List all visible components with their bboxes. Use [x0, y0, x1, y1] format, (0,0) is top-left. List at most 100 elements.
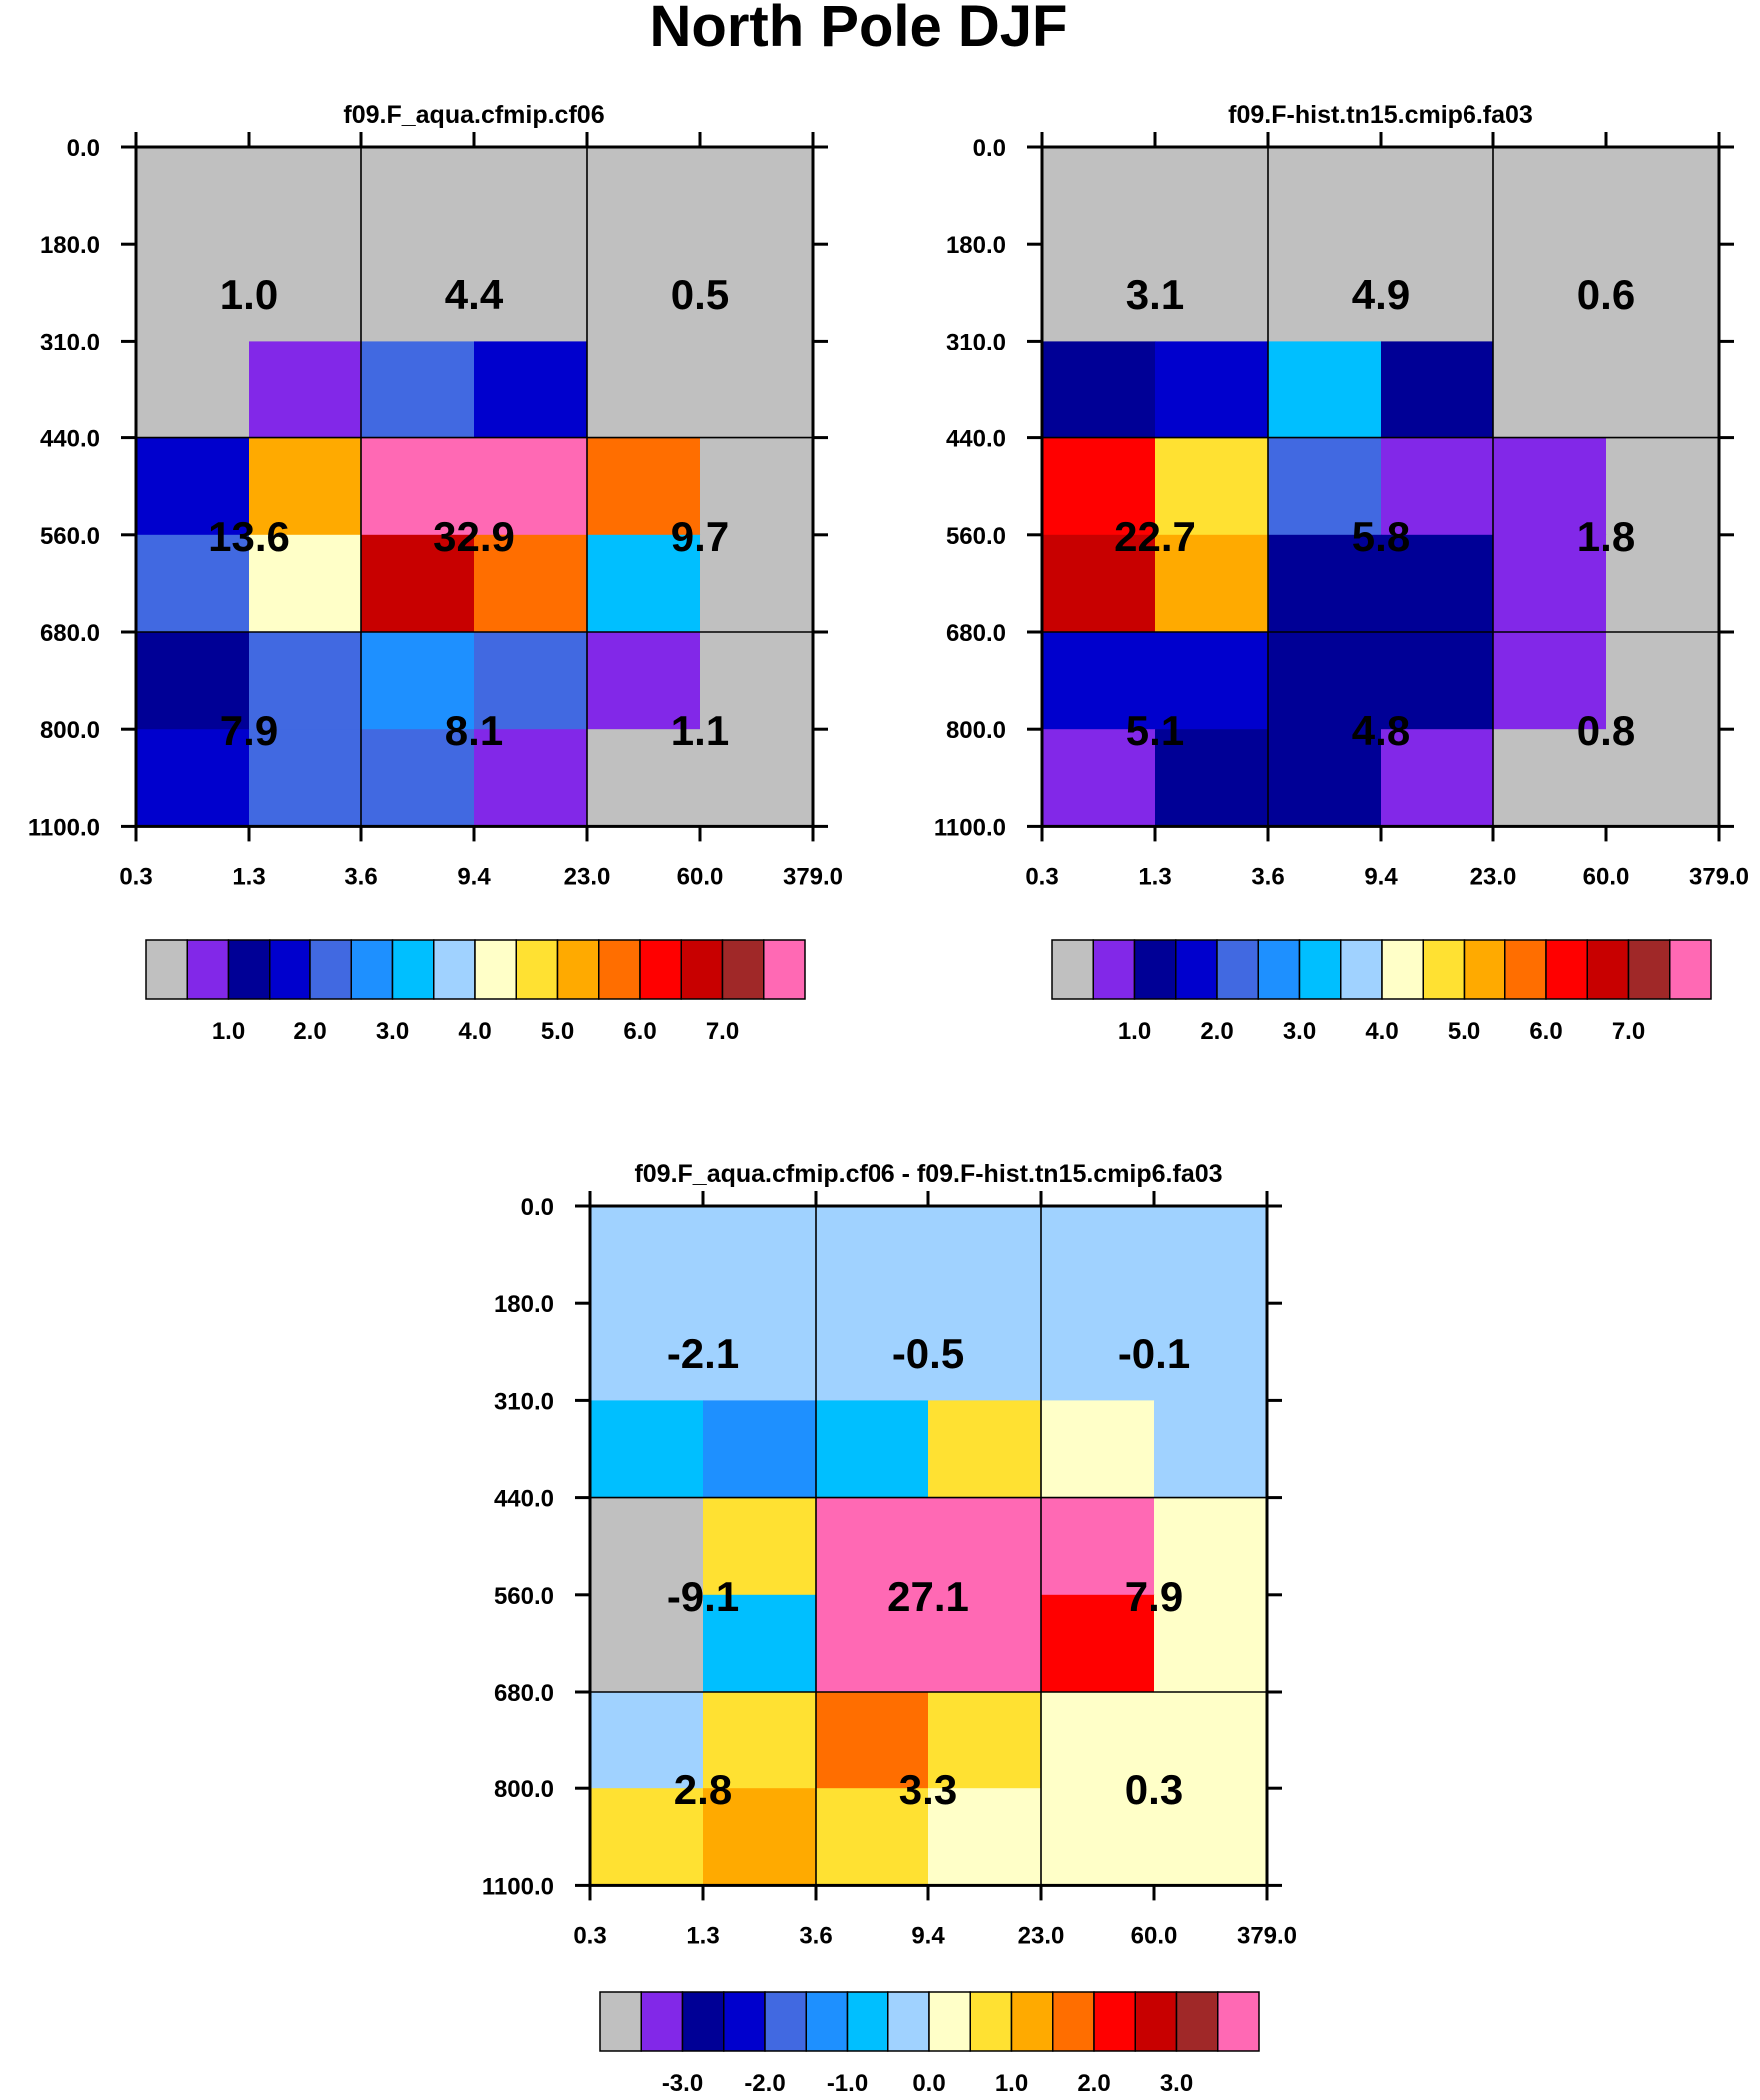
heatmap-cell: [1381, 632, 1494, 730]
heatmap-cell: [1606, 341, 1720, 439]
heatmap-cell: [1606, 729, 1720, 827]
region-value-label: 7.9: [220, 707, 278, 754]
heatmap-cell: [928, 1497, 1042, 1596]
colorbar-label: 1.0: [212, 1018, 245, 1045]
heatmap-cell: [1155, 147, 1269, 245]
heatmap-cell: [703, 1206, 817, 1304]
y-tick-label: 310.0: [40, 329, 100, 355]
heatmap-cell: [587, 534, 701, 633]
colorbar-box: [928, 1991, 971, 2052]
heatmap-cell: [136, 147, 250, 245]
heatmap-cell: [590, 1400, 704, 1499]
heatmap-cell: [587, 437, 701, 536]
region-value-label: 5.1: [1126, 707, 1184, 754]
x-tick-label: 3.6: [799, 1922, 832, 1949]
heatmap-cell: [816, 1206, 929, 1304]
colorbar: 1.0 2.0 3.0 4.0 5.0 6.0 7.0: [1051, 939, 1712, 1045]
colorbar-box: [764, 1991, 807, 2052]
region-value-label: 0.5: [671, 271, 729, 318]
heatmap-cell: [249, 437, 362, 536]
heatmap-cell: [1155, 341, 1269, 439]
colorbar-box: [1217, 1991, 1260, 2052]
y-tick-label: 440.0: [40, 426, 100, 453]
heatmap-cell: [1041, 1303, 1155, 1401]
heatmap-cell: [1381, 341, 1494, 439]
x-tick-label: 60.0: [677, 863, 724, 890]
heatmap-cell: [1155, 437, 1269, 536]
region-value-label: 4.8: [1352, 707, 1410, 754]
heatmap-cell: [590, 1788, 704, 1886]
region-value-label: 1.1: [671, 707, 729, 754]
colorbar-box: [640, 1991, 684, 2052]
colorbar-box: [1545, 939, 1588, 1000]
heatmap-cell: [816, 1497, 929, 1596]
x-tick-label: 379.0: [783, 863, 843, 890]
y-tick-label: 440.0: [494, 1486, 554, 1513]
colorbar-label: 7.0: [1612, 1018, 1645, 1045]
region-value-label: 5.8: [1352, 513, 1410, 560]
heatmap-cell: [1381, 147, 1494, 245]
colorbar-label: 5.0: [1448, 1018, 1480, 1045]
heatmap-cell: [703, 1303, 817, 1401]
heatmap-cell: [1493, 632, 1607, 730]
heatmap-cell: [136, 437, 250, 536]
colorbar-box: [681, 1991, 725, 2052]
heatmap-cell: [700, 534, 814, 633]
colorbar-box: [969, 1991, 1013, 2052]
region-value-label: 9.7: [671, 513, 729, 560]
heatmap-cell: [587, 729, 701, 827]
heatmap-cell: [703, 1594, 817, 1693]
heatmap-cell: [474, 729, 588, 827]
heatmap-cell: [249, 244, 362, 342]
heatmap-cell: [1493, 534, 1607, 633]
heatmap-cell: [361, 534, 475, 633]
heatmap-cell: [136, 632, 250, 730]
heatmap-cell: [700, 341, 814, 439]
heatmap-cell: [590, 1594, 704, 1693]
panel-2: f09.F-hist.tn15.cmip6.fa03 0.0 180.0 310.0 4…: [934, 101, 1749, 1045]
colorbar-box: [1175, 1991, 1219, 2052]
region-value-label: -0.1: [1118, 1330, 1190, 1377]
heatmap-cell: [700, 729, 814, 827]
y-tick-label: 310.0: [494, 1388, 554, 1415]
y-tick-label: 680.0: [494, 1680, 554, 1707]
heatmap-cell: [1381, 244, 1494, 342]
heatmap-cell: [361, 632, 475, 730]
x-tick-label: 60.0: [1583, 863, 1630, 890]
heatmap-cell: [1606, 632, 1720, 730]
colorbar-box: [186, 939, 230, 1000]
panel-3: f09.F_aqua.cfmip.cf06 - f09.F-hist.tn15.…: [482, 1160, 1297, 2097]
region-value-label: 32.9: [433, 513, 515, 560]
heatmap-cell: [1154, 1497, 1268, 1596]
colorbar-label: 3.0: [1283, 1018, 1316, 1045]
heatmap-cell: [1155, 632, 1269, 730]
heatmap-cell: [700, 632, 814, 730]
heatmap-cell: [1041, 1594, 1155, 1693]
colorbar-box: [1133, 939, 1177, 1000]
x-tick-label: 3.6: [1251, 863, 1284, 890]
region-value-label: 13.6: [208, 513, 290, 560]
heatmap-cell: [1155, 534, 1269, 633]
heatmap-cell: [1041, 1788, 1155, 1886]
heatmap-cell: [1268, 534, 1382, 633]
heatmap-cell: [1042, 729, 1156, 827]
region-value-label: 0.6: [1577, 271, 1635, 318]
heatmap-cell: [703, 1692, 817, 1789]
x-tick-label: 0.3: [1025, 863, 1058, 890]
heatmap-cell: [928, 1788, 1042, 1886]
x-tick-label: 379.0: [1237, 1922, 1297, 1949]
heatmap-cell: [1155, 729, 1269, 827]
heatmap-cell: [136, 244, 250, 342]
region-value-label: 3.1: [1126, 271, 1184, 318]
x-tick-label: 9.4: [1364, 863, 1398, 890]
heatmap-cell: [249, 632, 362, 730]
x-tick-label: 9.4: [457, 863, 491, 890]
heatmap-cell: [249, 534, 362, 633]
x-tick-label: 379.0: [1689, 863, 1749, 890]
heatmap-cell: [1606, 534, 1720, 633]
y-tick-label: 440.0: [946, 426, 1006, 453]
heatmap-cell: [700, 244, 814, 342]
heatmap-cell: [474, 534, 588, 633]
y-tick-label: 560.0: [946, 523, 1006, 550]
heatmap-cell: [474, 632, 588, 730]
